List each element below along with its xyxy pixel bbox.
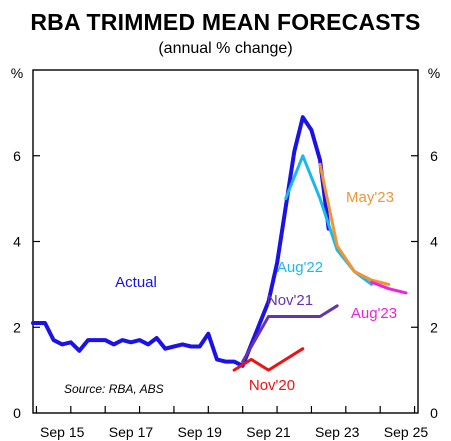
source-note: Source: RBA, ABS <box>64 382 164 396</box>
x-tick-label: Sep 23 <box>315 424 360 440</box>
series-line-nov-20 <box>232 347 305 372</box>
series-line-aug-23 <box>370 280 408 295</box>
y-tick-label-left: 4 <box>13 234 21 250</box>
y-tick-label-left: 6 <box>13 148 21 164</box>
series-label-nov-20: Nov'20 <box>249 377 295 394</box>
series-label-may-23: May'23 <box>346 189 394 206</box>
series-label-aug-23: Aug'23 <box>351 305 397 322</box>
series-label-aug-22: Aug'22 <box>277 259 323 276</box>
series-line-may-23 <box>318 162 391 286</box>
y-tick-label-left: 2 <box>13 319 21 335</box>
chart-subtitle: (annual % change) <box>158 40 293 57</box>
y-unit-right: % <box>428 65 440 81</box>
x-tick-label: Sep 15 <box>40 424 85 440</box>
y-tick-label-right: 2 <box>430 319 438 335</box>
y-unit-left: % <box>11 65 23 81</box>
x-tick-label: Sep 19 <box>178 424 223 440</box>
x-tick-label: Sep 21 <box>246 424 291 440</box>
y-tick-label-right: 6 <box>430 148 438 164</box>
series-line-nov-21 <box>241 304 339 364</box>
series-label-actual: Actual <box>115 274 157 291</box>
series-label-nov-21: Nov'21 <box>267 292 313 309</box>
y-tick-label-right: 4 <box>430 234 438 250</box>
x-tick-label: Sep 17 <box>109 424 154 440</box>
series-line-actual <box>31 115 331 368</box>
chart-title: RBA TRIMMED MEAN FORECASTS <box>30 9 421 35</box>
y-tick-label-right: 0 <box>430 405 438 421</box>
y-tick-label-left: 0 <box>13 405 21 421</box>
x-tick-label: Sep 25 <box>384 424 429 440</box>
